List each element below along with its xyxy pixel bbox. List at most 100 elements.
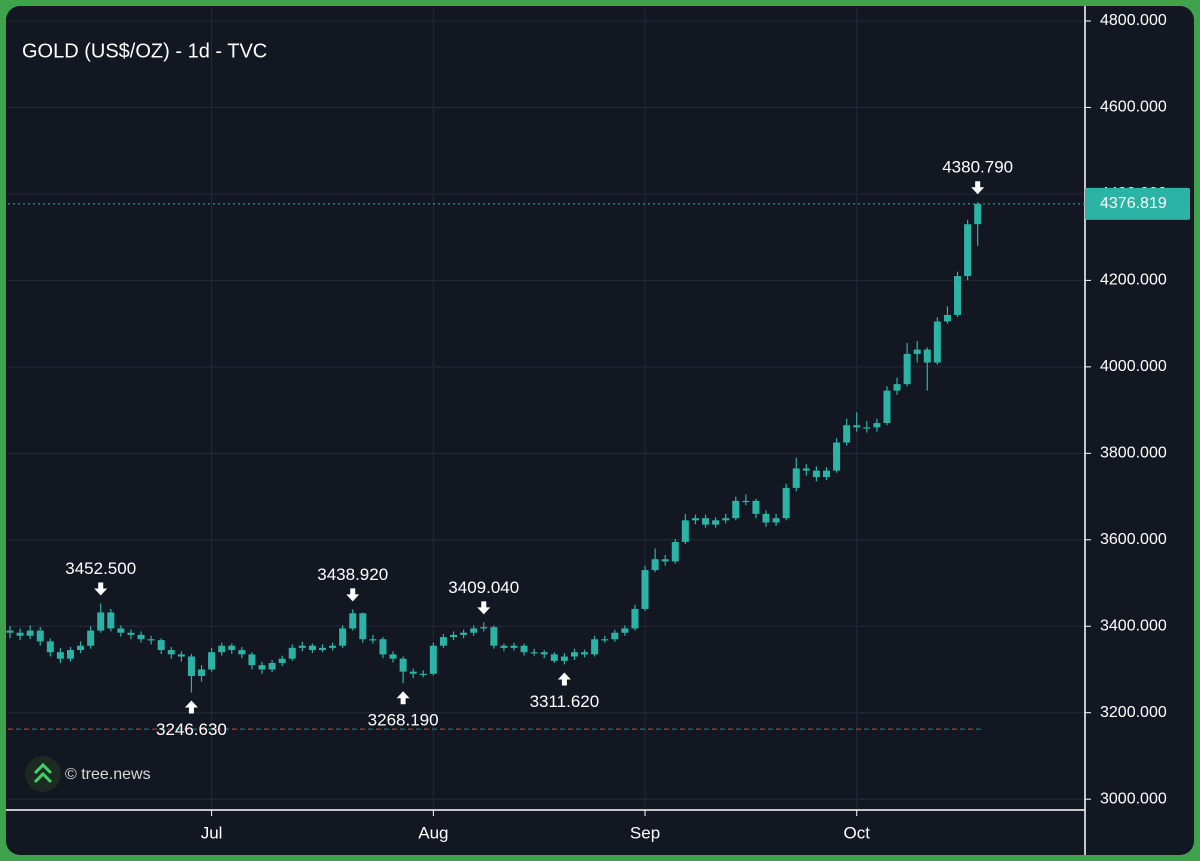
y-tick-label: 3200.000 [1100,704,1167,721]
candle-body [691,518,699,521]
candle-body [389,654,397,659]
candle-body [550,654,558,661]
candle-body [732,500,740,519]
candle-body [772,518,780,523]
candle-body [480,627,488,629]
candle-body [923,349,931,363]
arrow [94,582,108,596]
candle-body [419,673,427,676]
candle-body [208,652,216,670]
y-tick-label: 3000.000 [1100,790,1167,807]
low-label: 3311.620 [530,692,600,711]
candle-body [853,425,861,428]
candle-body [107,612,115,629]
arrow [557,672,571,686]
y-tick-label: 4000.000 [1100,358,1167,375]
y-tick-label: 4600.000 [1100,99,1167,116]
candle-body [954,276,962,315]
candle-body [792,468,800,488]
x-tick-label: Sep [630,823,660,842]
candle-body [974,203,982,225]
candle-body [36,630,44,642]
high-label: 3438.920 [317,565,388,584]
arrow [477,601,491,615]
candle-body [943,314,951,322]
candle-body [167,650,175,655]
last-price-label: 4376.819 [1100,195,1167,212]
candle-body [883,390,891,424]
candle-body [26,630,34,636]
candle-body [369,639,377,641]
candle-body [238,650,246,655]
candle-body [439,637,447,646]
chart-background [6,6,1194,855]
candle-body [379,639,387,655]
candle-body [833,442,841,471]
candle-body [661,559,669,562]
candle-body [611,632,619,640]
low-label: 3246.630 [156,720,227,739]
candle-body [228,645,236,651]
grid [8,8,1085,810]
candle-body [6,630,14,633]
candle-body [258,665,266,670]
candle-body [97,612,105,631]
candle-body [702,518,710,525]
candle-body [147,639,155,641]
candle-body [671,541,679,562]
x-tick-label: Oct [843,823,870,842]
candle-body [812,470,820,478]
candle-body [641,570,649,609]
x-tick-label: Aug [418,823,448,842]
candle-body [218,645,226,653]
candle-body [339,628,347,646]
candle-body [520,645,528,653]
candle-body [964,224,972,277]
candle-body [248,654,256,666]
candle-body [762,513,770,523]
plot [6,202,982,693]
candle-body [510,645,518,648]
candle-body [329,645,337,648]
candle-body [560,656,568,661]
candle-body [752,500,760,514]
candle-body [782,487,790,519]
candle-body [540,652,548,655]
candle-body [651,559,659,571]
y-tick-label: 3800.000 [1100,445,1167,462]
candle-body [46,641,54,653]
candle-body [822,470,830,478]
candle-body [187,656,195,676]
arrow [346,588,360,602]
high-label: 3409.040 [448,578,519,597]
watermark: © tree.news [65,766,151,783]
candle-body [530,652,538,654]
high-label: 4380.790 [942,158,1013,177]
candle-body [308,645,316,651]
candle-body [570,652,578,657]
candle-body [127,632,135,635]
candle-body [56,652,64,659]
candle-body [722,518,730,521]
y-tick-label: 4800.000 [1100,12,1167,29]
watermark-logo [25,756,61,792]
candle-body [601,639,609,641]
candle-body [137,634,145,640]
candle-body [621,628,629,633]
candle-body [77,645,85,651]
candle-body [460,632,468,635]
candle-body [712,520,720,525]
high-label: 3452.500 [65,559,136,578]
chart-title: GOLD (US$/OZ) - 1d - TVC [22,40,267,62]
y-tick-label: 3600.000 [1100,531,1167,548]
candle-body [490,627,498,646]
candle-body [359,613,367,640]
candle-body [581,652,589,655]
candle-body [198,669,206,676]
candle-body [87,630,95,646]
candle-body [66,650,74,659]
candle-body [117,628,125,633]
arrow [184,700,198,714]
